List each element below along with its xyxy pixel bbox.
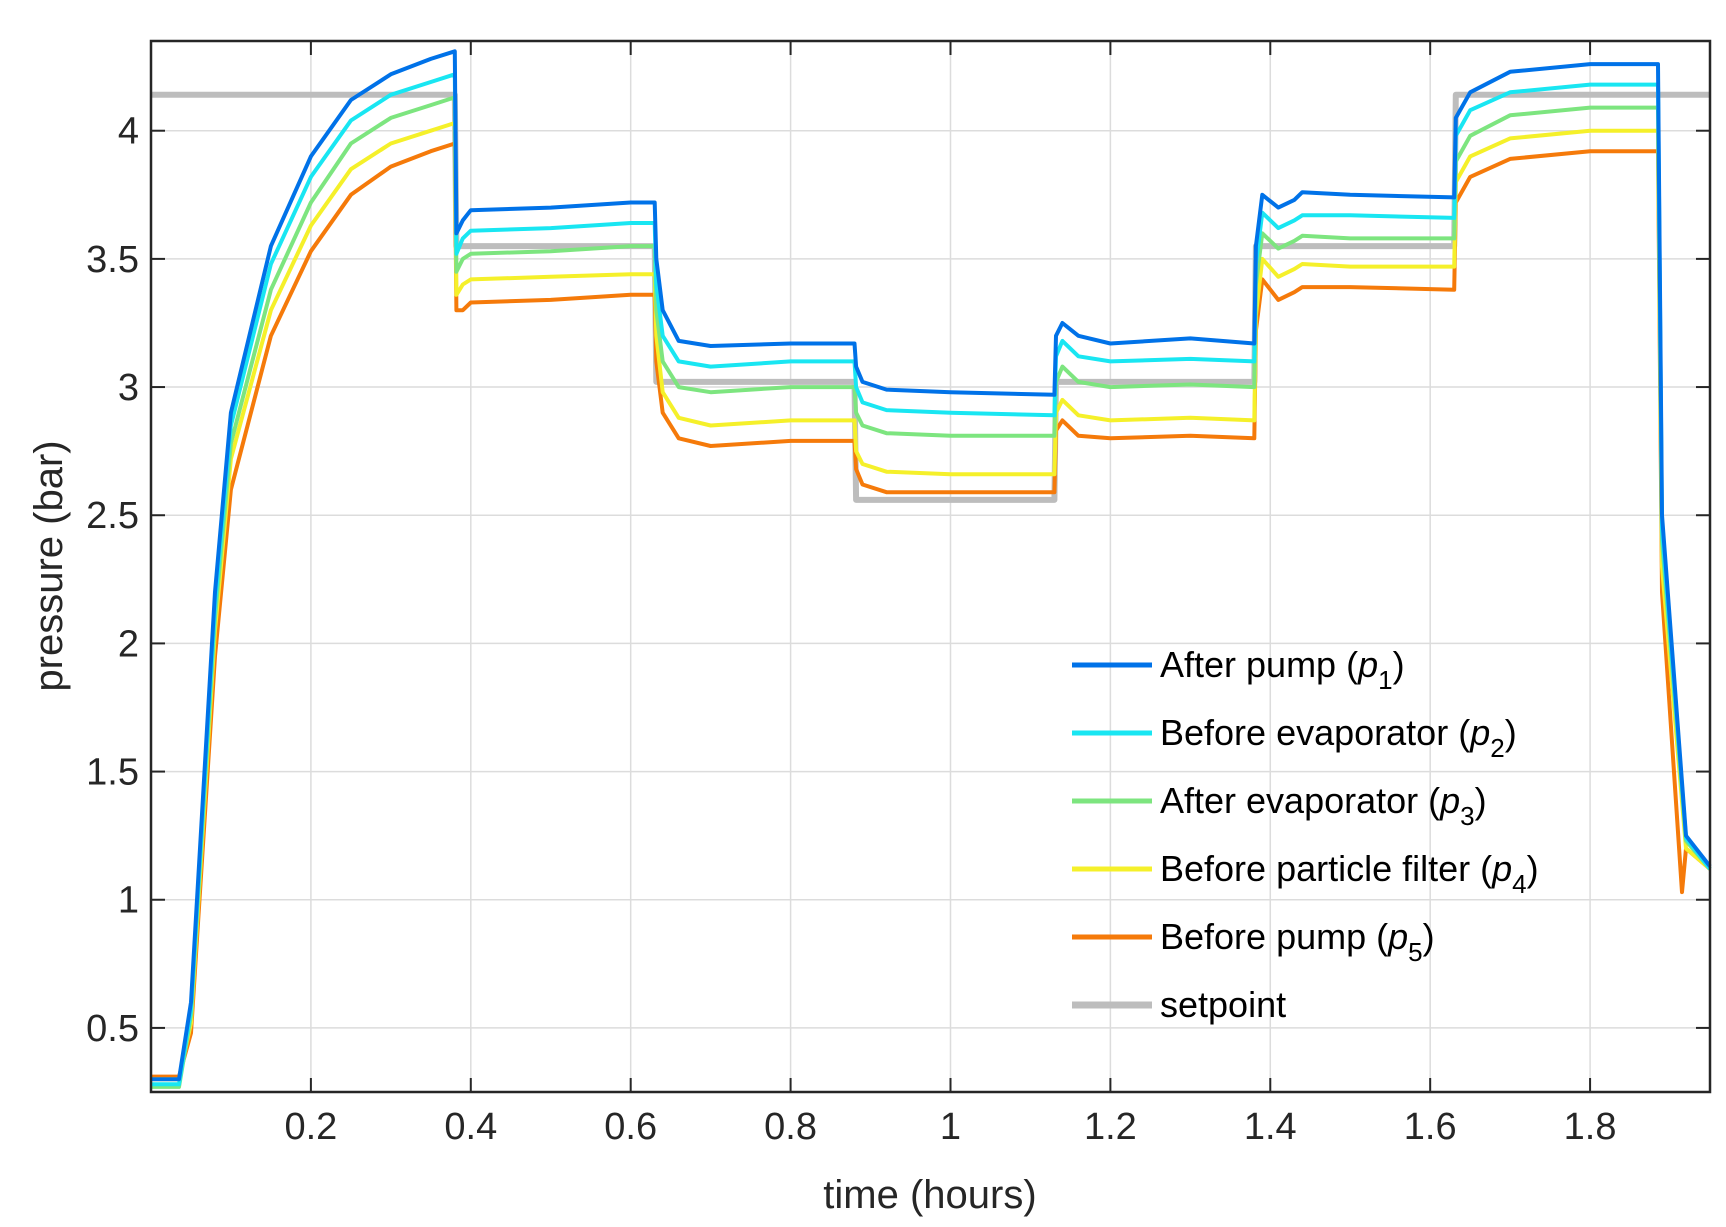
y-tick-label: 1.5 xyxy=(86,752,139,794)
legend-label-paren: ( xyxy=(1366,916,1388,957)
legend-label-name: Before pump xyxy=(1160,916,1366,957)
y-tick-label: 3 xyxy=(118,367,139,409)
series-line-p4 xyxy=(151,121,1712,1082)
y-tick-label: 2 xyxy=(118,623,139,665)
legend-label-paren: ( xyxy=(1336,644,1358,685)
legend-label-name: After pump xyxy=(1160,644,1336,685)
legend-label-paren: ( xyxy=(1448,712,1470,753)
x-tick-label: 0.2 xyxy=(284,1106,337,1148)
legend-item: Before particle filter (p4) xyxy=(1072,848,1539,899)
series-line-p1 xyxy=(151,49,1712,1082)
y-axis-label: pressure (bar) xyxy=(27,440,71,691)
y-tick-labels: 0.5 1 1.5 2 2.5 3 3.5 4 xyxy=(86,111,139,1050)
legend-label-paren: ) xyxy=(1505,712,1517,753)
legend-label-paren: ) xyxy=(1527,848,1539,889)
y-tick-label: 3.5 xyxy=(86,239,139,281)
series-line-p2 xyxy=(151,72,1712,1087)
legend-label-name: After evaporator xyxy=(1160,780,1418,821)
legend-label: setpoint xyxy=(1160,984,1286,1025)
legend-label-subscript: 1 xyxy=(1378,665,1392,695)
legend-label-name: Before evaporator xyxy=(1160,712,1448,753)
series-line-setpoint xyxy=(151,91,1710,503)
x-tick-label: 1.2 xyxy=(1084,1106,1137,1148)
y-tick-label: 1 xyxy=(118,880,139,922)
legend-item: setpoint xyxy=(1072,984,1286,1025)
legend-label-paren: ) xyxy=(1393,644,1405,685)
legend-item: After pump (p1) xyxy=(1072,644,1405,695)
legend-label-paren: ( xyxy=(1470,848,1492,889)
legend-label-var: p xyxy=(1387,916,1408,957)
x-tick-label: 1.8 xyxy=(1564,1106,1617,1148)
x-tick-labels: 0.2 0.4 0.6 0.8 1 1.2 1.4 1.6 1.8 xyxy=(284,1106,1616,1148)
x-tick-label: 0.4 xyxy=(444,1106,497,1148)
legend-label-subscript: 2 xyxy=(1490,733,1504,763)
legend-label: Before particle filter (p4) xyxy=(1160,848,1539,899)
legend-label-var: p xyxy=(1491,848,1512,889)
series-line-p3 xyxy=(151,95,1712,1089)
legend-label-var: p xyxy=(1469,712,1490,753)
x-tick-label: 0.8 xyxy=(764,1106,817,1148)
legend-label-paren: ) xyxy=(1475,780,1487,821)
y-tick-label: 4 xyxy=(118,111,139,153)
legend-label-paren: ( xyxy=(1418,780,1440,821)
legend-label: After evaporator (p3) xyxy=(1160,780,1487,831)
legend-label-paren: ) xyxy=(1423,916,1435,957)
legend-label-subscript: 3 xyxy=(1460,801,1474,831)
legend-item: After evaporator (p3) xyxy=(1072,780,1487,831)
legend-label: Before pump (p5) xyxy=(1160,916,1435,967)
legend-label-var: p xyxy=(1357,644,1378,685)
x-tick-label: 1.4 xyxy=(1244,1106,1297,1148)
x-axis-label: time (hours) xyxy=(823,1173,1036,1217)
plot-frame xyxy=(149,39,1712,1094)
x-tick-label: 1.6 xyxy=(1404,1106,1457,1148)
legend: After pump (p1)Before evaporator (p2)Aft… xyxy=(1072,644,1539,1025)
legend-item: Before pump (p5) xyxy=(1072,916,1435,967)
x-tick-label: 0.6 xyxy=(604,1106,657,1148)
tick-marks xyxy=(151,41,1710,1092)
legend-label-name: Before particle filter xyxy=(1160,848,1470,889)
legend-item: Before evaporator (p2) xyxy=(1072,712,1517,763)
legend-label-var: p xyxy=(1439,780,1460,821)
legend-label-subscript: 5 xyxy=(1408,937,1422,967)
legend-label: Before evaporator (p2) xyxy=(1160,712,1517,763)
legend-label-name: setpoint xyxy=(1160,984,1286,1025)
y-tick-label: 0.5 xyxy=(86,1008,139,1050)
series-layer xyxy=(151,49,1712,1089)
legend-label-subscript: 4 xyxy=(1512,869,1526,899)
y-tick-label: 2.5 xyxy=(86,495,139,537)
legend-label: After pump (p1) xyxy=(1160,644,1405,695)
x-tick-label: 1 xyxy=(940,1106,961,1148)
